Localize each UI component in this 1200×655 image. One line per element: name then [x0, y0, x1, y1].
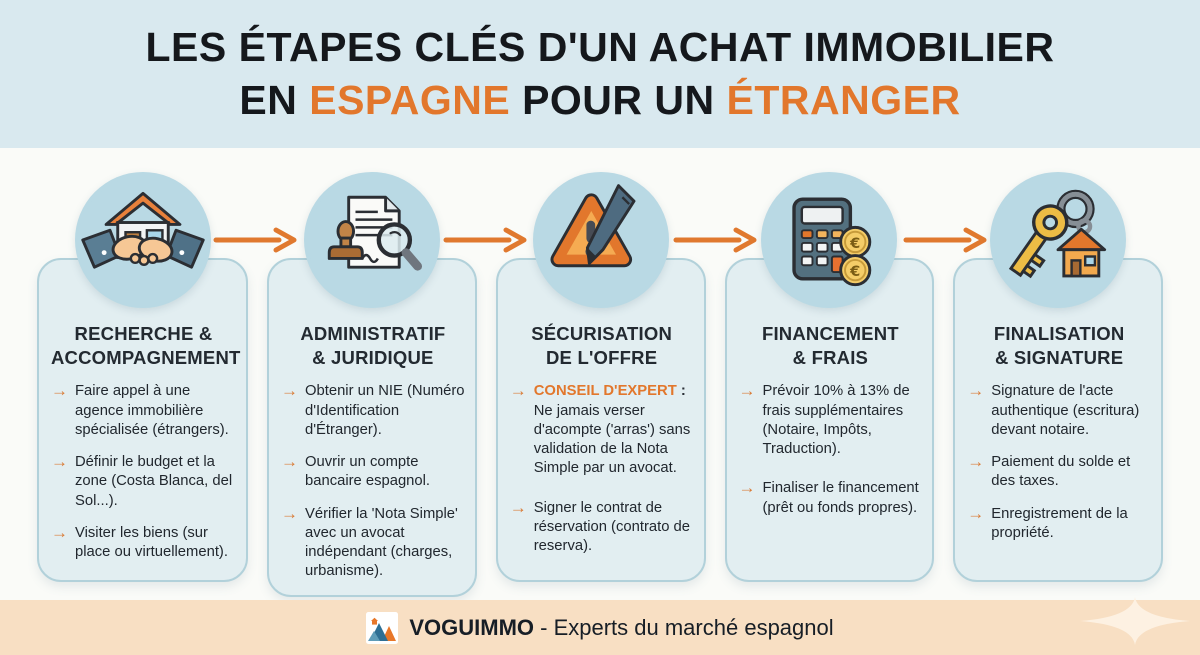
step-card-administratif: ADMINISTRATIF & JURIDIQUE → Obtenir un NI…	[267, 148, 477, 598]
bullet-list: → Signature de l'acte authentique (escrit…	[967, 382, 1151, 543]
step-card: RECHERCHE & ACCOMPAGNEMENT → Faire appel …	[37, 258, 248, 582]
key-house-icon	[990, 172, 1127, 308]
arrow-right-icon: →	[738, 478, 756, 498]
arrow-right-icon: →	[967, 452, 985, 472]
list-item: → Visiter les biens (sur place ou virtuel…	[51, 522, 236, 562]
step-title: SÉCURISATION DE L'OFFRE	[531, 323, 673, 368]
list-item: → Ouvrir un compte bancaire espagnol.	[281, 452, 465, 491]
arrow-right-icon: →	[51, 381, 68, 401]
arrow-connector-icon	[443, 227, 531, 253]
list-item: → Signer le contrat de réservation (contr…	[509, 497, 694, 557]
list-item: → Finaliser le financement (prêt ou fonds…	[738, 478, 923, 517]
document-stamp-magnifier-icon	[303, 172, 440, 308]
warning-pen-icon	[532, 172, 669, 308]
step-title: ADMINISTRATIF & JURIDIQUE	[300, 323, 446, 368]
steps-area: RECHERCHE & ACCOMPAGNEMENT → Faire appel …	[0, 148, 1200, 600]
bullet-list: → CONSEIL D'EXPERT : Ne jamais verser d'a…	[509, 381, 694, 557]
sparkle-decoration-icon	[1080, 597, 1190, 650]
arrow-connector-icon	[903, 227, 991, 253]
step-card-finalisation: FINALISATION & SIGNATURE → Signature de l…	[953, 148, 1163, 597]
footer-brandline: VOGUIMMO - Experts du marché espagnol	[409, 615, 833, 641]
list-item: → Définir le budget et la zone (Costa Bla…	[51, 452, 236, 511]
step-card: SÉCURISATION DE L'OFFRE → CONSEIL D'EXPER…	[495, 258, 706, 582]
svg-text:€: €	[850, 235, 861, 252]
footer: VOGUIMMO - Experts du marché espagnol	[0, 597, 1200, 655]
step-card-financement: € € FINANCEMENT & FRAIS → Prévoir 10% à 1…	[724, 148, 935, 597]
arrow-right-icon: →	[509, 381, 527, 401]
arrow-right-icon: →	[967, 381, 985, 401]
title-line2: EN ESPAGNE POUR UN ÉTRANGER	[239, 77, 961, 123]
arrow-right-icon: →	[738, 381, 756, 401]
steps-row: RECHERCHE & ACCOMPAGNEMENT → Faire appel …	[0, 148, 1200, 598]
list-item: → Signature de l'acte authentique (escrit…	[967, 382, 1151, 440]
expert-advice-label: CONSEIL D'EXPERT	[533, 383, 677, 400]
title-line1: LES ÉTAPES CLÉS D'UN ACHAT IMMOBILIER	[145, 23, 1055, 70]
arrow-right-icon: →	[281, 452, 298, 472]
list-item: → Enregistrement de la propriété.	[967, 503, 1151, 543]
header: LES ÉTAPES CLÉS D'UN ACHAT IMMOBILIER EN…	[0, 0, 1200, 148]
bullet-list: → Prévoir 10% à 13% de frais supplémentai…	[739, 382, 923, 517]
list-item: → CONSEIL D'EXPERT : Ne jamais verser d'a…	[509, 381, 694, 478]
voguimmo-logo	[366, 611, 399, 644]
page-title: LES ÉTAPES CLÉS D'UN ACHAT IMMOBILIER EN…	[145, 21, 1054, 128]
svg-text:€: €	[850, 263, 861, 280]
footer-tagline: Experts du marché espagnol	[553, 614, 834, 640]
calculator-coins-icon: € €	[761, 172, 898, 308]
arrow-connector-icon	[213, 227, 301, 253]
arrow-right-icon: →	[51, 452, 68, 472]
brand-separator: -	[534, 614, 554, 640]
list-item: → Obtenir un NIE (Numéro d'Identification…	[281, 382, 465, 440]
arrow-right-icon: →	[967, 503, 985, 523]
step-card: FINANCEMENT & FRAIS → Prévoir 10% à 13% d…	[724, 258, 935, 582]
title-highlight-etranger: ÉTRANGER	[726, 77, 961, 123]
handshake-house-icon	[74, 172, 211, 308]
step-card: FINALISATION & SIGNATURE → Signature de l…	[953, 258, 1163, 582]
list-item: → Paiement du solde et des taxes.	[967, 452, 1151, 491]
arrow-right-icon: →	[281, 381, 298, 401]
step-card-securisation: SÉCURISATION DE L'OFFRE → CONSEIL D'EXPER…	[495, 148, 706, 597]
arrow-right-icon: →	[281, 503, 298, 523]
arrow-right-icon: →	[51, 522, 68, 542]
list-item: → Faire appel à une agence immobilière sp…	[51, 382, 236, 440]
title-highlight-espagne: ESPAGNE	[309, 77, 511, 123]
step-title: FINALISATION & SIGNATURE	[993, 323, 1125, 368]
list-item: → Vérifier la 'Nota Simple' avec un avoca…	[281, 503, 465, 582]
list-item: → Prévoir 10% à 13% de frais supplémentai…	[739, 382, 923, 459]
step-card-recherche: RECHERCHE & ACCOMPAGNEMENT → Faire appel …	[37, 148, 248, 597]
step-title: RECHERCHE & ACCOMPAGNEMENT	[51, 323, 241, 368]
arrow-right-icon: →	[509, 497, 527, 517]
step-title: FINANCEMENT & FRAIS	[761, 323, 899, 368]
bullet-list: → Obtenir un NIE (Numéro d'Identification…	[281, 382, 465, 581]
bullet-list: → Faire appel à une agence immobilière sp…	[51, 382, 236, 562]
arrow-connector-icon	[673, 227, 761, 253]
step-card: ADMINISTRATIF & JURIDIQUE → Obtenir un NI…	[267, 258, 477, 598]
brand-name: VOGUIMMO	[409, 614, 535, 640]
